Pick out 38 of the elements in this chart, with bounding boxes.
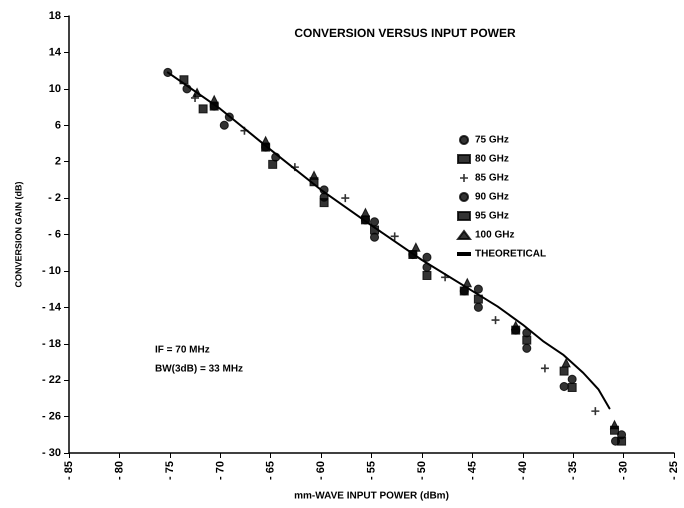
annotation: BW(3dB) = 33 MHz <box>155 364 244 374</box>
y-tick-label: 14 <box>48 46 62 58</box>
x-tick-label: - 65 <box>264 461 277 480</box>
y-tick-label: - 2 <box>48 192 61 204</box>
x-axis-title: mm-WAVE INPUT POWER (dBm) <box>294 490 449 502</box>
x-tick-label: - 40 <box>516 461 529 480</box>
legend-label: 80 GHz <box>475 154 509 164</box>
x-tick-label: - 80 <box>113 461 126 480</box>
x-tick-label: - 55 <box>366 461 378 480</box>
y-tick-label: - 30 <box>42 447 61 459</box>
x-tick-label: - 75 <box>164 461 176 480</box>
x-tick-label: - 35 <box>567 461 580 480</box>
x-tick-label: - 25 <box>668 461 680 480</box>
y-tick-label: 10 <box>48 82 61 95</box>
y-tick-label: - 10 <box>42 264 61 277</box>
legend-label: 90 GHz <box>475 192 509 202</box>
legend-label: 85 GHz <box>475 172 509 184</box>
legend-label: THEORETICAL <box>475 248 546 260</box>
x-tick-label: - 50 <box>416 461 428 480</box>
y-tick-label: 18 <box>48 10 61 22</box>
x-tick-label: - 60 <box>315 461 328 480</box>
text: CONVERSION VERSUS INPUT POWER <box>294 26 516 40</box>
y-axis-title: CONVERSION GAIN (dB) <box>14 181 24 288</box>
x-tick-label: - 85 <box>63 461 75 480</box>
y-tick-label: - 22 <box>42 374 61 386</box>
x-tick-label: - 30 <box>618 461 630 480</box>
y-tick-label: 6 <box>54 119 61 132</box>
x-tick-label: - 70 <box>214 461 226 480</box>
y-tick-label: - 6 <box>48 228 61 240</box>
legend-label: 95 GHz <box>475 210 509 222</box>
legend-label: 75 GHz <box>475 134 509 146</box>
y-tick-label: - 26 <box>42 410 61 423</box>
y-tick-label: - 18 <box>42 338 61 350</box>
x-tick-label: - 45 <box>466 461 478 480</box>
legend-label: 100 GHz <box>475 230 514 240</box>
y-tick-label: - 14 <box>42 301 62 314</box>
y-tick-label: 2 <box>54 156 61 168</box>
annotation: IF = 70 MHz <box>155 344 210 356</box>
